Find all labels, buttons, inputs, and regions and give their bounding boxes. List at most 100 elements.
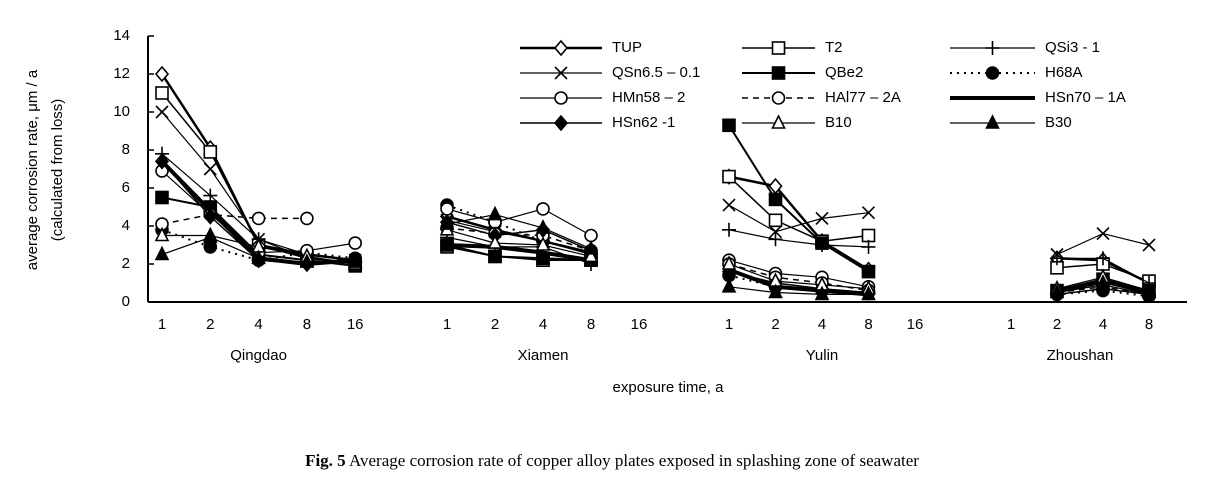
x-tick-label: 4 — [254, 316, 262, 333]
marker — [155, 86, 169, 100]
series-line — [728, 286, 869, 295]
x-tick-label: 2 — [206, 316, 214, 333]
series-line — [446, 229, 592, 257]
legend-label: H68A — [1045, 64, 1083, 81]
marker — [721, 255, 737, 270]
legend-marker — [554, 91, 568, 105]
series-line — [728, 204, 869, 233]
x-tick-label: 1 — [725, 316, 733, 333]
group-label: Xiamen — [518, 347, 569, 364]
marker — [1050, 247, 1064, 262]
marker — [154, 65, 170, 83]
y-tick-label: 2 — [122, 255, 130, 272]
marker — [155, 190, 169, 205]
legend-marker — [771, 66, 786, 80]
marker — [861, 264, 876, 279]
x-tick-label: 4 — [818, 316, 826, 333]
marker — [1096, 251, 1110, 266]
series-line — [446, 244, 592, 262]
series-line — [728, 175, 870, 271]
legend-label: QBe2 — [825, 64, 863, 81]
legend-label: TUP — [612, 39, 642, 56]
marker — [861, 206, 876, 220]
group-label: Yulin — [806, 347, 839, 364]
y-tick-label: 6 — [122, 179, 130, 196]
series-line — [728, 263, 869, 292]
series-line — [160, 73, 356, 262]
x-tick-label: 16 — [347, 316, 364, 333]
marker — [154, 153, 170, 170]
x-tick-label: 8 — [303, 316, 311, 333]
marker — [768, 192, 783, 207]
marker — [488, 249, 502, 264]
caption-label: Fig. 5 — [305, 451, 346, 470]
legend-label: HAl77 – 2A — [825, 89, 901, 106]
marker — [299, 253, 315, 268]
x-axis-label: exposure time, a — [613, 379, 725, 396]
marker — [815, 236, 829, 250]
x-tick-label: 2 — [1053, 316, 1061, 333]
legend-label: T2 — [825, 39, 843, 56]
legend-marker — [985, 114, 1000, 129]
y-axis-label: average corrosion rate, μm / a — [24, 69, 41, 270]
marker — [536, 202, 550, 216]
marker — [439, 215, 455, 230]
legend-marker — [771, 114, 786, 129]
x-tick-label: 8 — [864, 316, 872, 333]
y-tick-label: 8 — [122, 141, 130, 158]
marker — [722, 169, 736, 184]
marker — [155, 105, 169, 119]
marker — [861, 239, 876, 254]
legend-marker — [554, 66, 568, 80]
marker — [348, 236, 363, 250]
y-tick-label: 10 — [113, 103, 130, 120]
series-line — [446, 204, 592, 254]
series-line — [728, 259, 869, 288]
series-line — [446, 221, 592, 252]
x-tick-label: 2 — [771, 316, 779, 333]
marker — [722, 198, 736, 212]
caption: Fig. 5 Average corrosion rate of copper … — [305, 451, 919, 470]
legend-label: HMn58 – 2 — [612, 89, 685, 106]
marker — [722, 222, 736, 237]
y-tick-label: 0 — [122, 293, 130, 310]
x-tick-label: 1 — [1007, 316, 1015, 333]
marker — [203, 228, 218, 244]
marker — [1095, 274, 1111, 289]
marker — [861, 285, 876, 301]
marker — [251, 211, 266, 226]
marker — [1142, 238, 1156, 252]
legend-label: HSn62 -1 — [612, 114, 675, 131]
caption-text: Average corrosion rate of copper alloy p… — [349, 451, 919, 470]
series-line — [728, 124, 870, 273]
legend-label: QSn6.5 – 0.1 — [612, 64, 700, 81]
x-tick-label: 2 — [491, 316, 499, 333]
marker — [487, 234, 503, 249]
marker — [722, 118, 736, 133]
legend-marker — [771, 91, 786, 105]
y-tick-label: 14 — [113, 27, 130, 44]
group-label: Zhoushan — [1047, 347, 1114, 364]
marker — [203, 145, 218, 159]
marker — [535, 236, 551, 251]
marker — [487, 205, 503, 221]
y-axis-label: (calculated from loss) — [49, 99, 66, 242]
marker — [203, 162, 217, 176]
x-tick-label: 1 — [158, 316, 166, 333]
legend-label: B30 — [1045, 114, 1072, 131]
marker — [814, 285, 830, 301]
marker — [1049, 283, 1065, 299]
x-tick-label: 4 — [1099, 316, 1107, 333]
marker — [154, 226, 170, 242]
x-tick-label: 16 — [907, 316, 924, 333]
legend-label: QSi3 - 1 — [1045, 39, 1100, 56]
marker — [768, 225, 783, 239]
legend-label: HSn70 – 1A — [1045, 89, 1126, 106]
x-tick-label: 8 — [1145, 316, 1153, 333]
marker — [203, 208, 218, 225]
x-tick-label: 4 — [539, 316, 547, 333]
series-line — [161, 213, 307, 225]
marker — [154, 245, 170, 261]
legend-label: B10 — [825, 114, 852, 131]
x-tick-label: 16 — [631, 316, 648, 333]
